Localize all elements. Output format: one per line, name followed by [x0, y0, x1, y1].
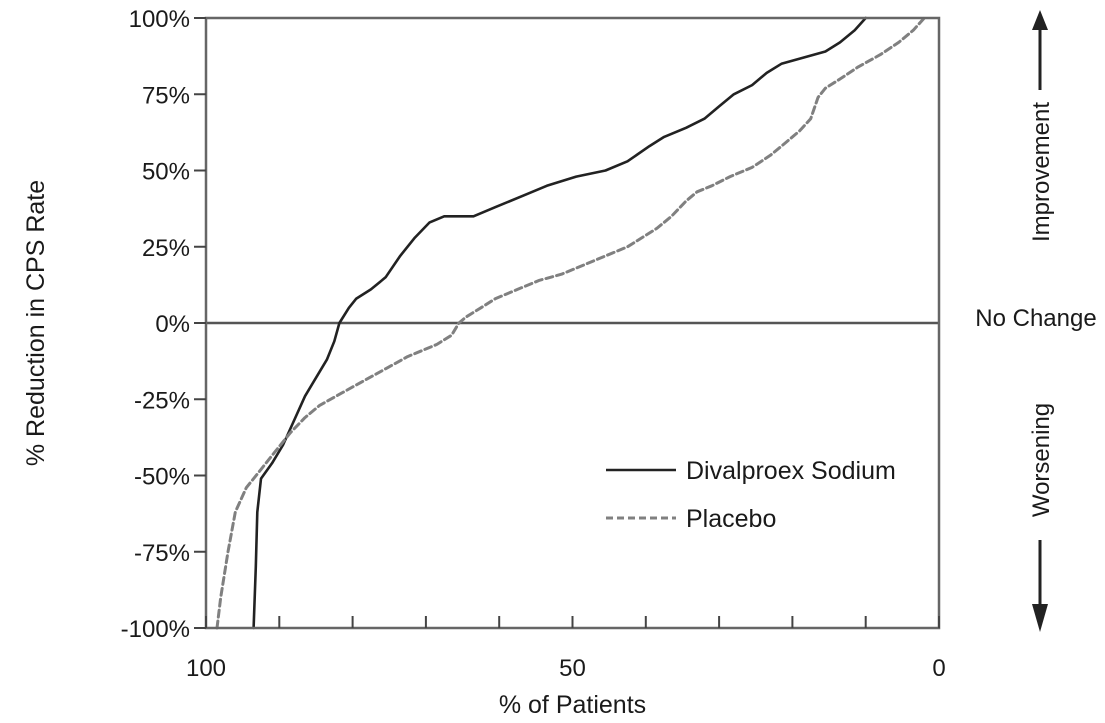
y-tick-label: -75% [134, 540, 190, 567]
no-change-label: No Change [975, 305, 1096, 332]
y-axis-title: % Reduction in CPS Rate [22, 180, 50, 466]
arrow-up-icon [1032, 10, 1048, 30]
legend-label-placebo: Placebo [686, 505, 776, 533]
x-tick-label: 50 [559, 655, 586, 682]
worsening-label: Worsening [1028, 403, 1055, 517]
series-line-placebo [215, 16, 926, 630]
y-tick-label: 75% [142, 82, 190, 109]
y-tick-label: -25% [134, 387, 190, 414]
x-tick-label: 100 [186, 655, 226, 682]
improvement-label: Improvement [1028, 102, 1055, 242]
y-tick-label: 50% [142, 159, 190, 186]
axes-layer [194, 16, 941, 630]
arrow-down-icon [1032, 604, 1048, 632]
y-tick-label: -50% [134, 464, 190, 491]
y-tick-label: 100% [129, 6, 190, 33]
side-annotations: Improvement No Change Worsening [975, 10, 1097, 632]
series-line-divalproex-sodium [252, 16, 867, 630]
legend: Divalproex Sodium Placebo [606, 457, 896, 533]
y-tick-label: 0% [155, 311, 190, 338]
x-tick-label: 0 [932, 655, 945, 682]
series-layer [215, 16, 926, 630]
y-tick-label: -100% [121, 616, 190, 643]
x-axis-title: % of Patients [499, 691, 646, 719]
y-tick-label: 25% [142, 235, 190, 262]
labels-layer: 100% 75% 50% 25% 0% -25% -50% -75% -100% 100 50 0 % … [22, 6, 946, 719]
legend-label-divalproex-sodium: Divalproex Sodium [686, 457, 896, 485]
